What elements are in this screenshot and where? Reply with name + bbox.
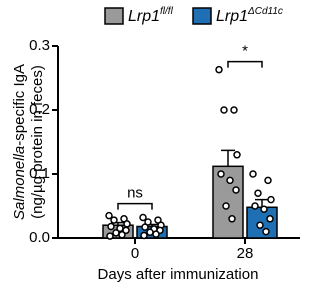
legend-swatch — [192, 7, 212, 25]
y-label-italic: Salmonella — [11, 146, 28, 220]
data-point — [139, 213, 147, 222]
significance-label: ns — [127, 185, 143, 202]
data-point — [233, 151, 241, 159]
legend-label: Lrp1fl/fl — [128, 6, 174, 26]
data-point — [220, 106, 228, 114]
data-point — [232, 186, 240, 194]
data-point — [254, 189, 262, 197]
data-point — [110, 216, 118, 224]
data-point — [141, 223, 149, 231]
significance-label: * — [242, 43, 248, 60]
legend-name: Lrp1 — [216, 8, 248, 25]
y-tick-label: 0.0 — [29, 229, 50, 246]
bar — [212, 165, 244, 239]
data-point — [264, 176, 272, 185]
data-point — [152, 230, 160, 238]
error-bar — [221, 149, 235, 167]
chart: Salmonella-specific IgA (ng/µg protein i… — [11, 6, 300, 283]
data-point — [222, 202, 230, 210]
data-point — [122, 226, 130, 235]
data-point — [251, 202, 259, 210]
y-label: Salmonella-specific IgA — [11, 64, 28, 220]
legend-name: Lrp1 — [128, 8, 160, 25]
data-point — [146, 228, 154, 236]
significance-bracket — [227, 60, 263, 68]
data-point — [256, 221, 264, 229]
y-tick-label: 0.3 — [29, 37, 50, 54]
x-tick-label: 28 — [237, 245, 254, 262]
data-point — [260, 205, 268, 213]
legend-superscript: ΔCd11c — [247, 6, 283, 17]
data-point — [230, 106, 238, 114]
data-point — [106, 232, 114, 240]
data-point — [105, 211, 113, 220]
data-point — [215, 65, 223, 74]
error-bar — [255, 198, 269, 208]
data-point — [226, 176, 234, 185]
data-point — [228, 215, 236, 223]
data-point — [140, 231, 148, 240]
y-label-units: (ng/µg protein in feces) — [29, 65, 46, 219]
legend-label: Lrp1ΔCd11c — [216, 6, 283, 26]
data-point — [112, 229, 120, 237]
data-point — [217, 170, 225, 178]
data-point — [107, 222, 115, 231]
y-tick-label: 0.1 — [29, 165, 50, 182]
y-tick-label: 0.2 — [29, 101, 50, 118]
data-point — [262, 227, 270, 236]
data-point — [123, 220, 131, 228]
legend-superscript: fl/fl — [160, 6, 174, 17]
legend-swatch — [104, 7, 124, 25]
significance-bracket — [117, 202, 153, 210]
data-point — [249, 170, 257, 178]
x-label: Days after immunization — [98, 266, 259, 283]
data-point — [118, 231, 126, 239]
data-point — [267, 195, 275, 204]
y-label-rest: -specific IgA — [11, 64, 28, 146]
data-point — [266, 215, 274, 223]
x-tick-label: 0 — [131, 245, 139, 262]
